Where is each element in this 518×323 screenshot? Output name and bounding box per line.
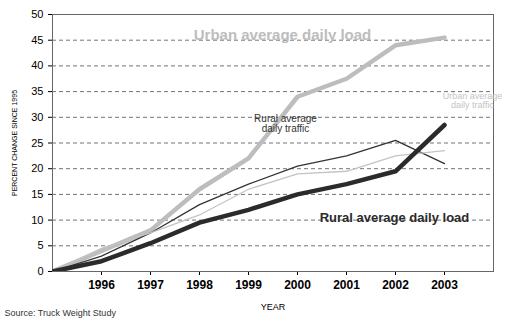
svg-text:35: 35 — [31, 85, 43, 97]
svg-text:25: 25 — [31, 137, 43, 149]
svg-text:YEAR: YEAR — [261, 302, 286, 312]
svg-text:2001: 2001 — [333, 278, 360, 292]
svg-text:PERCENT CHANGE SINCE 1995: PERCENT CHANGE SINCE 1995 — [11, 90, 18, 196]
svg-text:2003: 2003 — [431, 278, 458, 292]
svg-text:30: 30 — [31, 111, 43, 123]
svg-text:1996: 1996 — [88, 278, 115, 292]
svg-text:10: 10 — [31, 214, 43, 226]
svg-text:15: 15 — [31, 188, 43, 200]
svg-text:1998: 1998 — [186, 278, 213, 292]
svg-text:Urban averagedaily traffic: Urban averagedaily traffic — [443, 91, 503, 110]
svg-text:Rural averagedaily traffic: Rural averagedaily traffic — [254, 113, 317, 134]
svg-text:5: 5 — [37, 239, 43, 251]
svg-text:45: 45 — [31, 34, 43, 46]
svg-text:Urban average daily load: Urban average daily load — [194, 26, 372, 43]
svg-text:1999: 1999 — [235, 278, 262, 292]
svg-text:Rural average daily load: Rural average daily load — [320, 210, 470, 225]
svg-text:1997: 1997 — [137, 278, 164, 292]
svg-text:40: 40 — [31, 59, 43, 71]
svg-text:2000: 2000 — [284, 278, 311, 292]
svg-text:Source: Truck Weight Study: Source: Truck Weight Study — [5, 308, 117, 318]
svg-text:20: 20 — [31, 162, 43, 174]
svg-text:50: 50 — [31, 8, 43, 20]
svg-text:2002: 2002 — [382, 278, 409, 292]
svg-text:0: 0 — [37, 265, 43, 277]
